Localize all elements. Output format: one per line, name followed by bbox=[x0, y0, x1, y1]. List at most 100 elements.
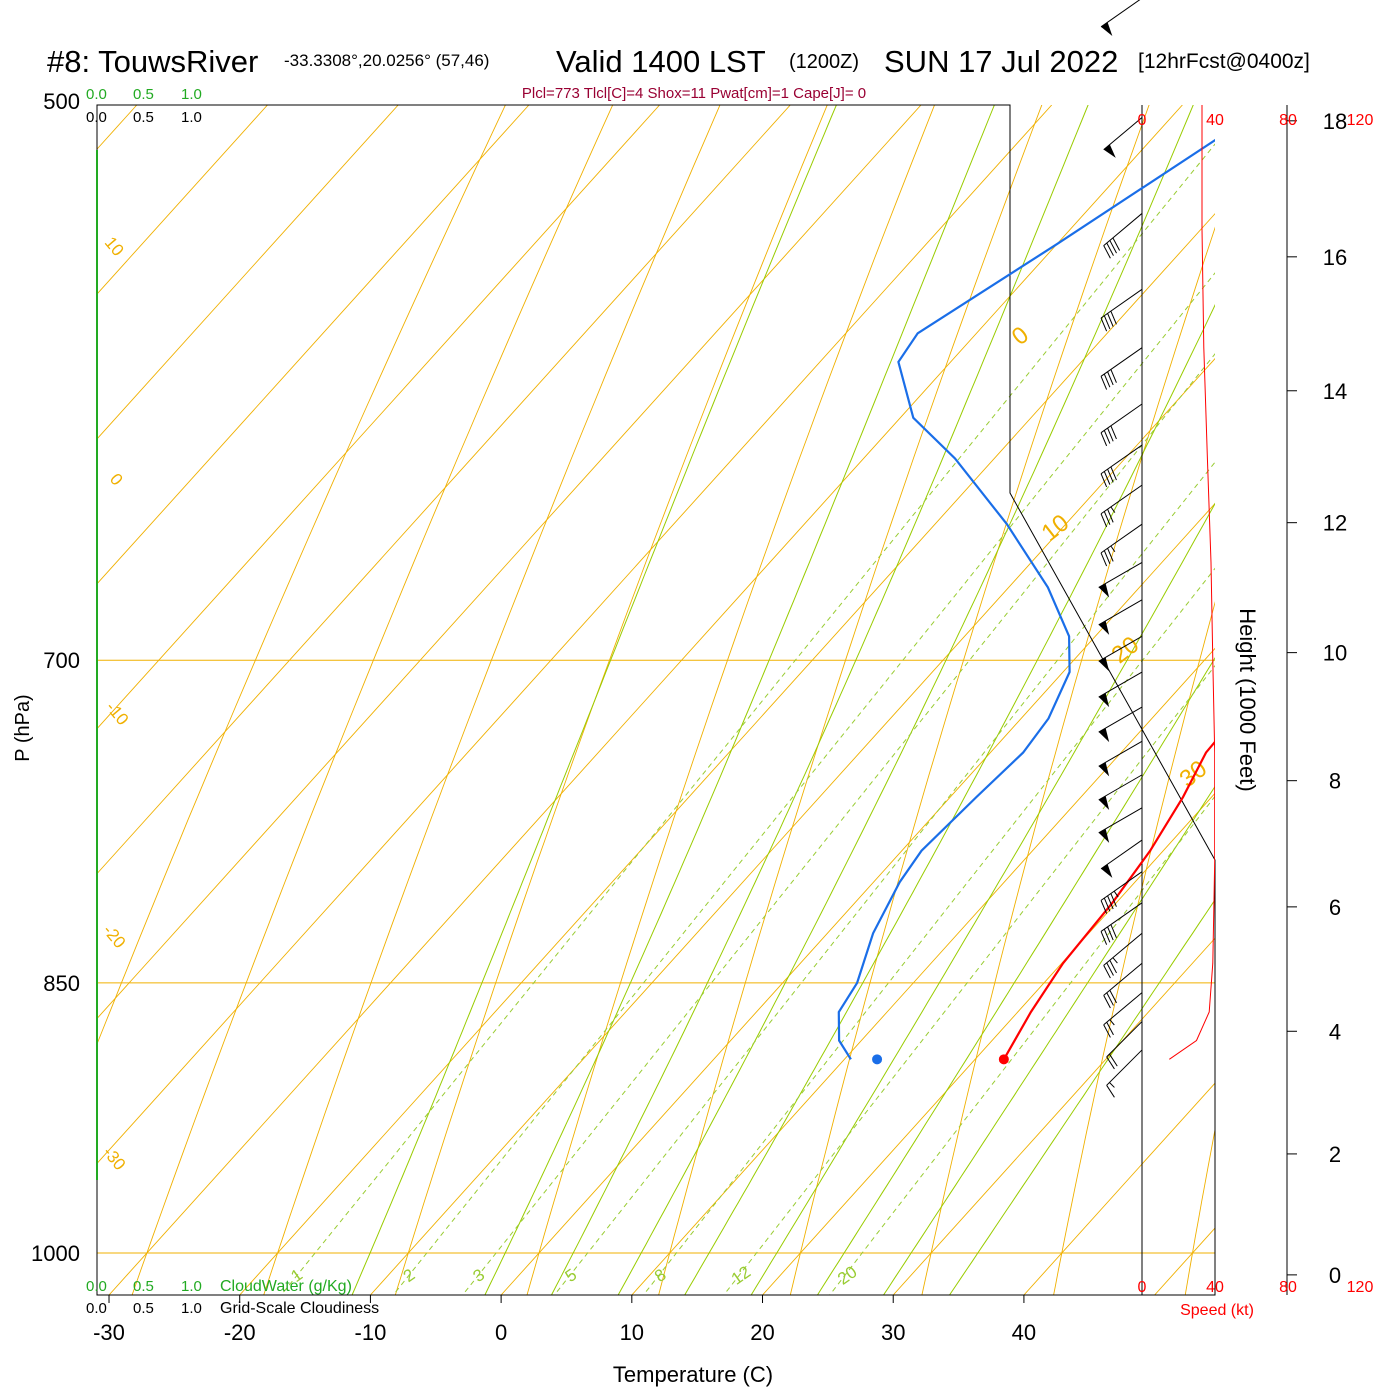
barb-staff bbox=[1100, 288, 1143, 319]
barb-flag bbox=[1107, 371, 1114, 386]
moist-adiabat-line bbox=[484, 105, 995, 1295]
barb-flag bbox=[1107, 548, 1114, 562]
temperature-trace bbox=[1002, 740, 1215, 1060]
barb-staff bbox=[1100, 484, 1143, 515]
surface-dewpoint-dot bbox=[872, 1054, 883, 1065]
isotherm-line bbox=[1285, 105, 1400, 1295]
isotherm-line bbox=[97, 105, 660, 730]
barb-flag bbox=[1107, 427, 1114, 442]
barb-staff bbox=[1100, 523, 1143, 554]
barb-flag bbox=[1100, 552, 1108, 567]
barb-flag bbox=[1103, 550, 1111, 564]
cloudwater-label: CloudWater (g/Kg) bbox=[220, 1278, 352, 1295]
barb-half-flag bbox=[1109, 1082, 1115, 1088]
svg-text:40: 40 bbox=[1206, 1279, 1224, 1296]
barb-staff bbox=[1098, 599, 1143, 626]
svg-text:1.0: 1.0 bbox=[181, 1278, 202, 1295]
barb-flag bbox=[1107, 895, 1114, 910]
svg-text:120: 120 bbox=[1347, 112, 1374, 129]
svg-text:1.0: 1.0 bbox=[181, 1300, 202, 1317]
barb-staff bbox=[1098, 706, 1143, 733]
wind-barb bbox=[1098, 706, 1143, 743]
barb-flag bbox=[1110, 369, 1117, 383]
barb-staff bbox=[1103, 932, 1143, 966]
barb-staff bbox=[1098, 807, 1143, 834]
barb-staff bbox=[1100, 347, 1143, 377]
barb-pennant bbox=[1098, 693, 1110, 708]
wind-barb bbox=[1103, 213, 1143, 259]
pressure-tick-label: 850 bbox=[43, 971, 80, 996]
x-axis-title: Temperature (C) bbox=[613, 1362, 773, 1387]
svg-text:0.0: 0.0 bbox=[86, 1278, 107, 1295]
wind-barbs bbox=[1098, 0, 1143, 1098]
wind-barb bbox=[1100, 871, 1143, 914]
wind-barb bbox=[1100, 0, 1141, 37]
forecast-label: [12hrFcst@0400z] bbox=[1138, 50, 1310, 73]
barb-flag bbox=[1110, 924, 1117, 938]
barb-staff bbox=[1100, 403, 1143, 434]
barb-staff bbox=[1103, 213, 1143, 246]
barb-flag bbox=[1103, 511, 1111, 525]
temperature-tick-label: 0 bbox=[495, 1320, 507, 1345]
dry-adiabat-line bbox=[97, 105, 506, 1046]
barb-flag bbox=[1110, 893, 1117, 907]
barb-half-flag bbox=[1110, 506, 1116, 513]
mixing-ratio-line bbox=[829, 795, 1215, 1295]
wind-barb bbox=[1098, 807, 1143, 843]
moist-adiabat-line bbox=[550, 105, 1089, 1295]
station-title: #8: TouwsRiver bbox=[47, 44, 258, 79]
isotherm-label: -30 bbox=[99, 1143, 129, 1174]
mixing-ratio-line bbox=[280, 143, 1215, 1295]
cloudiness-label: Grid-Scale Cloudiness bbox=[220, 1300, 379, 1317]
barb-flag bbox=[1103, 897, 1111, 912]
barb-pennant bbox=[1101, 22, 1113, 37]
barb-flag bbox=[1109, 240, 1117, 254]
isotherm-line bbox=[97, 105, 268, 295]
svg-text:80: 80 bbox=[1279, 112, 1297, 129]
barb-flag bbox=[1100, 473, 1108, 488]
barb-flag bbox=[1110, 425, 1117, 440]
barb-flag bbox=[1110, 466, 1117, 481]
isotherm-label: -10 bbox=[102, 698, 132, 729]
moist-adiabat-line bbox=[750, 502, 1215, 1295]
wind-barb bbox=[1100, 523, 1143, 567]
valid-time: Valid 1400 LST bbox=[556, 44, 766, 79]
stability-indices: Plcl=773 Tlcl[C]=4 Shox=11 Pwat[cm]=1 Ca… bbox=[522, 85, 866, 102]
height-tick-label: 14 bbox=[1323, 379, 1347, 404]
isotherm-line bbox=[97, 105, 530, 585]
barb-flag bbox=[1106, 1085, 1115, 1098]
wind-barb bbox=[1100, 288, 1143, 332]
isotherm-line bbox=[239, 213, 1215, 1295]
barb-flag bbox=[1109, 960, 1117, 974]
station-coords: -33.3308°,20.0256° (57,46) bbox=[284, 51, 489, 70]
barb-flag bbox=[1103, 430, 1111, 444]
barb-flag bbox=[1109, 1053, 1118, 1067]
barb-flag bbox=[1103, 1024, 1111, 1038]
moist-adiabat-line bbox=[816, 657, 1215, 1295]
barb-pennant bbox=[1098, 795, 1110, 810]
isotherm-line bbox=[1023, 1082, 1215, 1295]
barb-half-flag bbox=[1109, 1019, 1115, 1026]
barb-pennant bbox=[1098, 762, 1110, 777]
isotherm-line bbox=[892, 937, 1215, 1295]
temperature-tick-label: 40 bbox=[1012, 1320, 1036, 1345]
isotherm-line bbox=[97, 105, 399, 440]
isotherm-line bbox=[370, 357, 1215, 1295]
temperature-tick-label: -30 bbox=[93, 1320, 125, 1345]
moist-adiabat-line bbox=[351, 105, 837, 1295]
barb-pennant bbox=[1098, 728, 1110, 743]
dry-adiabat-line bbox=[789, 105, 1150, 1295]
isotherm-line bbox=[500, 502, 1215, 1295]
barb-flag bbox=[1112, 237, 1121, 251]
wind-barb bbox=[1103, 932, 1143, 979]
barb-flag bbox=[1107, 926, 1114, 941]
barb-pennant bbox=[1103, 144, 1116, 158]
speed-axis-label: Speed (kt) bbox=[1180, 1302, 1254, 1319]
height-tick-label: 12 bbox=[1323, 511, 1347, 536]
skewt-grid bbox=[97, 105, 1400, 1295]
zulu-time: (1200Z) bbox=[789, 51, 859, 73]
svg-text:1.0: 1.0 bbox=[181, 109, 202, 126]
isotherm-label: 30 bbox=[1175, 755, 1213, 793]
barb-flag bbox=[1100, 317, 1108, 332]
